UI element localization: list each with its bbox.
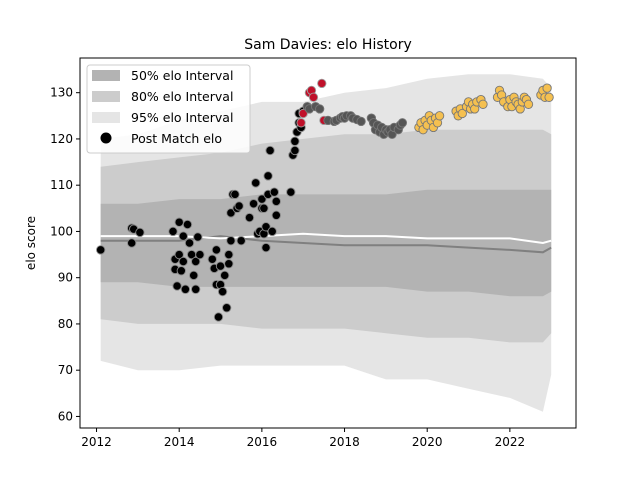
- data-point: [178, 231, 188, 241]
- data-point: [267, 226, 277, 237]
- x-tick-label: 2022: [495, 435, 526, 449]
- data-point: [271, 196, 281, 207]
- data-point: [224, 259, 234, 269]
- y-tick-label: 110: [50, 178, 73, 192]
- legend-swatch-80: [92, 91, 120, 102]
- data-point: [257, 194, 267, 204]
- data-point: [127, 238, 137, 248]
- data-point: [356, 116, 366, 127]
- data-point: [207, 254, 217, 264]
- data-point: [298, 108, 308, 119]
- data-point: [308, 92, 319, 102]
- legend-label-points: Post Match elo: [131, 131, 222, 146]
- x-tick-label: 2020: [412, 435, 443, 449]
- data-point: [544, 92, 554, 102]
- series-point_black: [96, 106, 308, 322]
- data-point: [271, 210, 281, 220]
- data-point: [259, 203, 269, 213]
- data-point: [236, 236, 246, 246]
- data-point: [457, 108, 467, 119]
- data-point: [176, 266, 186, 276]
- data-point: [191, 284, 201, 294]
- data-point: [222, 303, 232, 313]
- data-point: [195, 249, 205, 260]
- legend-label-80: 80% elo Interval: [131, 89, 233, 104]
- data-point: [193, 232, 203, 242]
- y-axis-label: elo score: [24, 216, 38, 270]
- data-point: [286, 187, 296, 197]
- data-point: [220, 270, 230, 281]
- data-point: [434, 111, 445, 121]
- data-point: [168, 226, 178, 237]
- data-point: [269, 187, 279, 197]
- data-point: [523, 99, 534, 109]
- legend: 50% elo Interval 80% elo Interval 95% el…: [86, 64, 251, 154]
- plot-frame: [79, 57, 577, 429]
- median-line: [100, 235, 552, 254]
- data-point: [290, 145, 300, 156]
- data-point: [261, 242, 271, 253]
- data-point: [226, 208, 236, 218]
- data-point: [180, 284, 191, 294]
- data-point: [191, 256, 201, 267]
- legend-label-50: 50% elo Interval: [131, 68, 233, 83]
- x-tick-label: 2012: [81, 435, 112, 449]
- x-tick-label: 2018: [329, 435, 360, 449]
- chart-title: Sam Davies: elo History: [244, 37, 412, 53]
- legend-swatch-95: [92, 112, 120, 123]
- data-point: [226, 236, 236, 246]
- data-point: [217, 286, 228, 297]
- data-point: [248, 199, 259, 209]
- data-point: [174, 217, 184, 227]
- data-point: [184, 238, 195, 248]
- data-point: [135, 227, 145, 238]
- data-point: [296, 118, 306, 128]
- data-point: [215, 261, 226, 271]
- data-point: [265, 145, 275, 156]
- y-tick-label: 90: [58, 271, 73, 285]
- data-point: [251, 178, 261, 188]
- x-tick-label: 2014: [164, 435, 195, 449]
- data-point: [397, 118, 408, 128]
- x-axis-ticks: 2012 2014 2016 2018 2020 2022: [81, 428, 525, 449]
- series-point_gray: [302, 101, 408, 139]
- data-point: [174, 249, 184, 260]
- legend-label-95: 95% elo Interval: [131, 110, 233, 125]
- y-tick-label: 60: [58, 409, 73, 423]
- series-point_red: [296, 78, 329, 128]
- y-axis-ticks: 60 70 80 90 100 110 120 130: [50, 86, 80, 423]
- y-tick-label: 130: [50, 86, 73, 100]
- data-point: [263, 171, 273, 181]
- data-point: [224, 249, 234, 260]
- data-point: [96, 245, 106, 255]
- y-tick-label: 70: [58, 363, 73, 377]
- x-tick-label: 2016: [247, 435, 278, 449]
- band-50: [100, 189, 552, 297]
- data-point: [234, 201, 244, 211]
- data-point: [244, 212, 255, 223]
- data-point: [315, 104, 325, 114]
- data-point: [478, 99, 488, 109]
- data-point: [290, 136, 300, 146]
- data-point: [542, 83, 552, 93]
- data-point: [211, 245, 222, 255]
- legend-frame: [86, 64, 251, 154]
- data-point: [230, 189, 240, 200]
- data-point: [213, 312, 224, 322]
- legend-marker-points: [100, 132, 112, 144]
- series-point_orange: [414, 83, 554, 135]
- data-point: [182, 219, 193, 230]
- y-tick-label: 100: [50, 224, 73, 238]
- data-point: [317, 78, 327, 89]
- data-point: [189, 270, 199, 281]
- legend-swatch-50: [92, 70, 120, 81]
- y-tick-label: 120: [50, 132, 73, 146]
- data-point: [261, 222, 271, 232]
- data-point: [178, 256, 188, 267]
- data-point: [172, 281, 182, 291]
- plot-area: [96, 74, 554, 412]
- y-tick-label: 80: [58, 317, 73, 331]
